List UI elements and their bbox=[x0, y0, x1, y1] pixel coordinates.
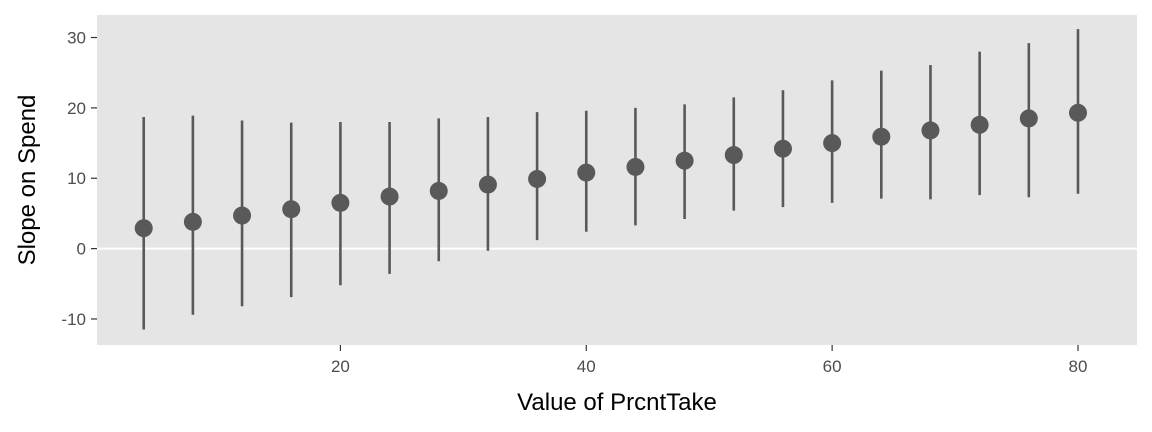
point-estimate bbox=[970, 115, 989, 134]
x-axis-title: Value of PrcntTake bbox=[517, 389, 717, 416]
point-estimate bbox=[134, 219, 153, 238]
plot-panel bbox=[97, 15, 1137, 345]
point-estimate bbox=[282, 200, 301, 219]
x-tick-label: 40 bbox=[577, 357, 596, 376]
point-estimate bbox=[1068, 103, 1087, 122]
y-tick-label: 10 bbox=[67, 169, 86, 188]
point-estimate bbox=[823, 134, 842, 153]
x-tick-label: 60 bbox=[823, 357, 842, 376]
point-estimate bbox=[773, 139, 792, 158]
point-estimate bbox=[921, 121, 940, 140]
point-estimate bbox=[380, 187, 399, 206]
y-tick-label: 20 bbox=[67, 99, 86, 118]
point-estimate bbox=[528, 169, 547, 188]
y-tick-label: 0 bbox=[77, 240, 86, 259]
point-estimate bbox=[233, 206, 252, 225]
y-axis-title: Slope on Spend bbox=[14, 95, 41, 266]
point-estimate bbox=[724, 146, 743, 165]
x-axis: 20 40 60 80 bbox=[331, 345, 1088, 376]
x-tick-label: 20 bbox=[331, 357, 350, 376]
point-estimate bbox=[478, 175, 497, 194]
y-tick-label: -10 bbox=[61, 310, 86, 329]
point-estimate bbox=[577, 163, 596, 182]
series-points bbox=[134, 29, 1087, 330]
point-estimate bbox=[429, 181, 448, 200]
point-estimate bbox=[1019, 109, 1038, 128]
point-estimate bbox=[331, 193, 350, 212]
y-tick-label: 30 bbox=[67, 29, 86, 48]
point-estimate bbox=[183, 212, 202, 231]
y-axis: -10 0 10 20 30 bbox=[61, 29, 97, 329]
point-estimate bbox=[675, 151, 694, 170]
x-tick-label: 80 bbox=[1069, 357, 1088, 376]
point-estimate bbox=[626, 157, 645, 176]
point-estimate bbox=[872, 127, 891, 146]
